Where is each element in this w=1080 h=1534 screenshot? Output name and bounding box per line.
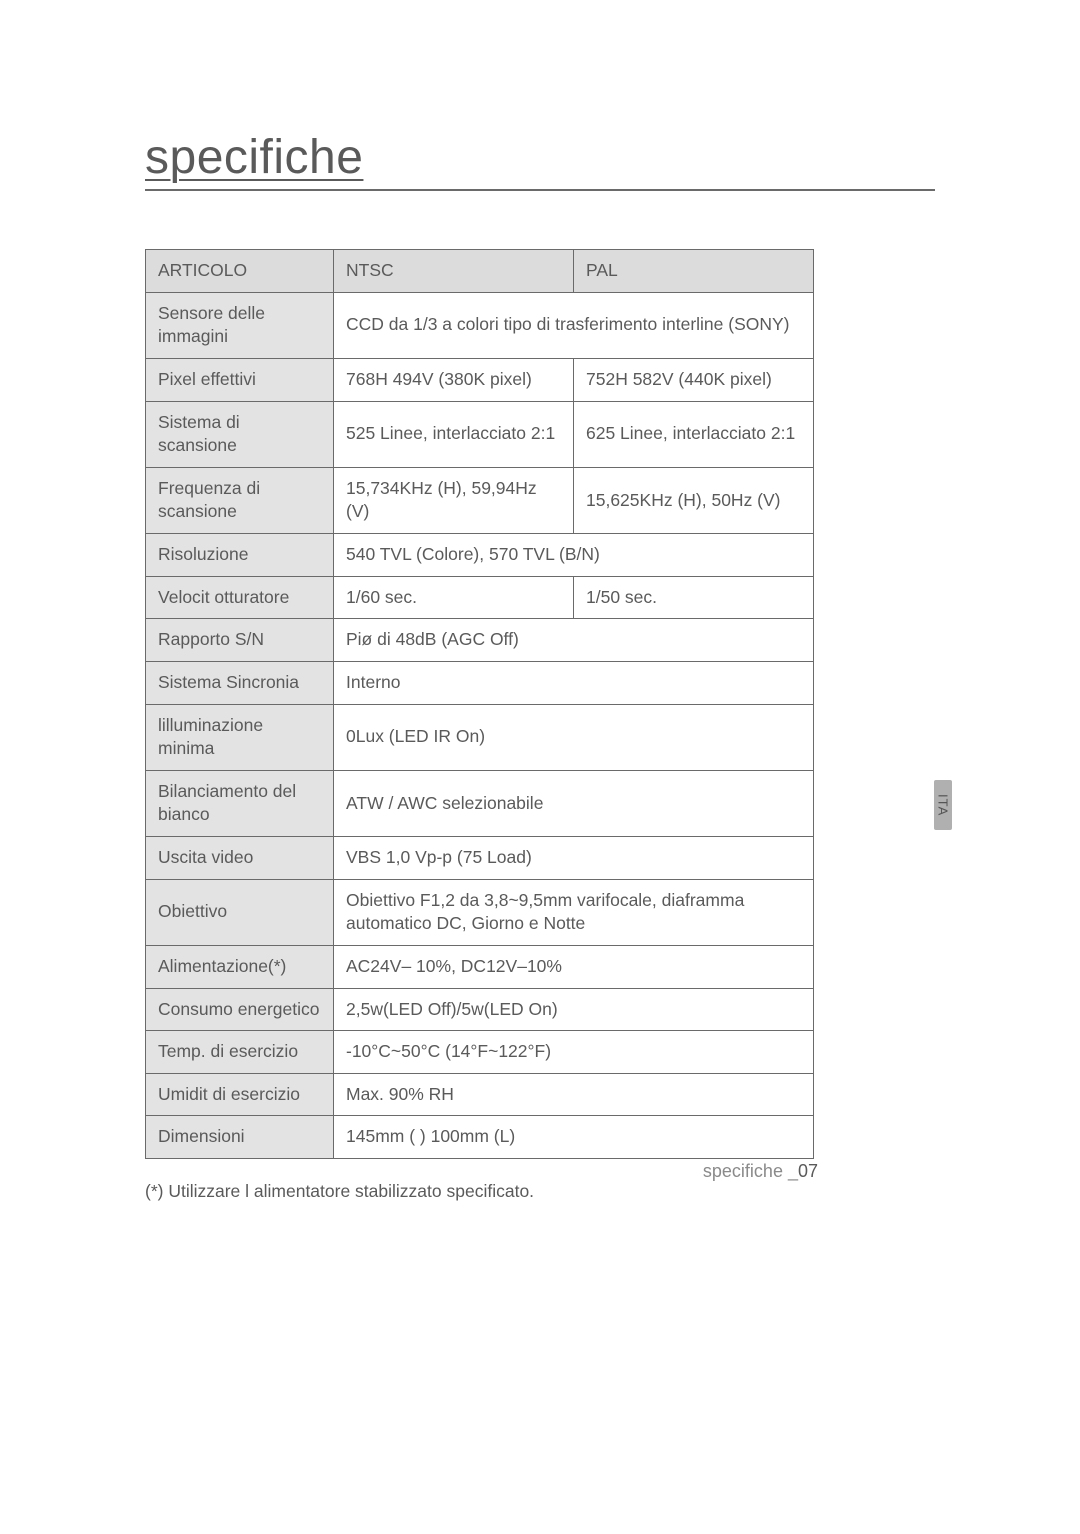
row-value: -10°C~50°C (14°F~122°F) [334, 1031, 814, 1074]
row-pal: 625 Linee, interlacciato 2:1 [574, 401, 814, 467]
table-row: Sistema SincroniaInterno [146, 661, 814, 704]
table-row: Consumo energetico2,5w(LED Off)/5w(LED O… [146, 988, 814, 1031]
row-label: Sistema Sincronia [146, 661, 334, 704]
table-row: Pixel effettivi768H 494V (380K pixel)752… [146, 358, 814, 401]
row-ntsc: 1/60 sec. [334, 576, 574, 619]
header-ntsc: NTSC [334, 250, 574, 293]
row-label: Velocit otturatore [146, 576, 334, 619]
row-label: Rapporto S/N [146, 619, 334, 662]
language-tab: ITA [934, 780, 952, 830]
row-label: Frequenza di scansione [146, 467, 334, 533]
table-row: lilluminazione minima0Lux (LED IR On) [146, 704, 814, 770]
row-label: Temp. di esercizio [146, 1031, 334, 1074]
row-label: Umidit di esercizio [146, 1073, 334, 1116]
table-row: Frequenza di scansione15,734KHz (H), 59,… [146, 467, 814, 533]
row-value: VBS 1,0 Vp-p (75 Load) [334, 837, 814, 880]
row-label: Risoluzione [146, 534, 334, 577]
row-value: Max. 90% RH [334, 1073, 814, 1116]
table-row: Uscita videoVBS 1,0 Vp-p (75 Load) [146, 837, 814, 880]
footer-label: specifiche _ [703, 1161, 798, 1181]
row-ntsc: 768H 494V (380K pixel) [334, 358, 574, 401]
table-row: Sensore delle immaginiCCD da 1/3 a color… [146, 292, 814, 358]
row-label: Obiettivo [146, 879, 334, 945]
row-value: 540 TVL (Colore), 570 TVL (B/N) [334, 534, 814, 577]
row-pal: 752H 582V (440K pixel) [574, 358, 814, 401]
row-pal: 15,625KHz (H), 50Hz (V) [574, 467, 814, 533]
document-page: specifiche ARTICOLONTSCPALSensore delle … [0, 0, 1080, 1534]
row-label: Bilanciamento del bianco [146, 770, 334, 836]
table-row: Sistema di scansione525 Linee, interlacc… [146, 401, 814, 467]
row-value: Piø di 48dB (AGC Off) [334, 619, 814, 662]
footnote: (*) Utilizzare l alimentatore stabilizza… [145, 1181, 935, 1202]
table-row: ObiettivoObiettivo F1,2 da 3,8~9,5mm var… [146, 879, 814, 945]
row-label: Pixel effettivi [146, 358, 334, 401]
table-row: Rapporto S/NPiø di 48dB (AGC Off) [146, 619, 814, 662]
row-label: Uscita video [146, 837, 334, 880]
row-label: lilluminazione minima [146, 704, 334, 770]
row-value: ATW / AWC selezionabile [334, 770, 814, 836]
page-title: specifiche [145, 130, 935, 185]
table-row: Umidit di esercizioMax. 90% RH [146, 1073, 814, 1116]
table-row: Velocit otturatore1/60 sec.1/50 sec. [146, 576, 814, 619]
row-value: AC24V– 10%, DC12V–10% [334, 945, 814, 988]
row-label: Dimensioni [146, 1116, 334, 1159]
row-label: Alimentazione(*) [146, 945, 334, 988]
row-label: Sensore delle immagini [146, 292, 334, 358]
title-underline: specifiche [145, 130, 935, 191]
row-value: 145mm ( ) 100mm (L) [334, 1116, 814, 1159]
row-value: 2,5w(LED Off)/5w(LED On) [334, 988, 814, 1031]
table-row: Temp. di esercizio-10°C~50°C (14°F~122°F… [146, 1031, 814, 1074]
table-row: Risoluzione540 TVL (Colore), 570 TVL (B/… [146, 534, 814, 577]
row-label: Consumo energetico [146, 988, 334, 1031]
row-value: 0Lux (LED IR On) [334, 704, 814, 770]
header-item: ARTICOLO [146, 250, 334, 293]
language-tab-label: ITA [936, 794, 951, 816]
row-value: CCD da 1/3 a colori tipo di trasferiment… [334, 292, 814, 358]
row-label: Sistema di scansione [146, 401, 334, 467]
page-footer: specifiche _07 [703, 1161, 818, 1182]
row-ntsc: 15,734KHz (H), 59,94Hz (V) [334, 467, 574, 533]
row-pal: 1/50 sec. [574, 576, 814, 619]
row-ntsc: 525 Linee, interlacciato 2:1 [334, 401, 574, 467]
table-row: Dimensioni145mm ( ) 100mm (L) [146, 1116, 814, 1159]
table-header-row: ARTICOLONTSCPAL [146, 250, 814, 293]
header-pal: PAL [574, 250, 814, 293]
table-row: Bilanciamento del biancoATW / AWC selezi… [146, 770, 814, 836]
row-value: Obiettivo F1,2 da 3,8~9,5mm varifocale, … [334, 879, 814, 945]
row-value: Interno [334, 661, 814, 704]
spec-table: ARTICOLONTSCPALSensore delle immaginiCCD… [145, 249, 814, 1159]
table-row: Alimentazione(*)AC24V– 10%, DC12V–10% [146, 945, 814, 988]
footer-page-number: 07 [798, 1161, 818, 1181]
